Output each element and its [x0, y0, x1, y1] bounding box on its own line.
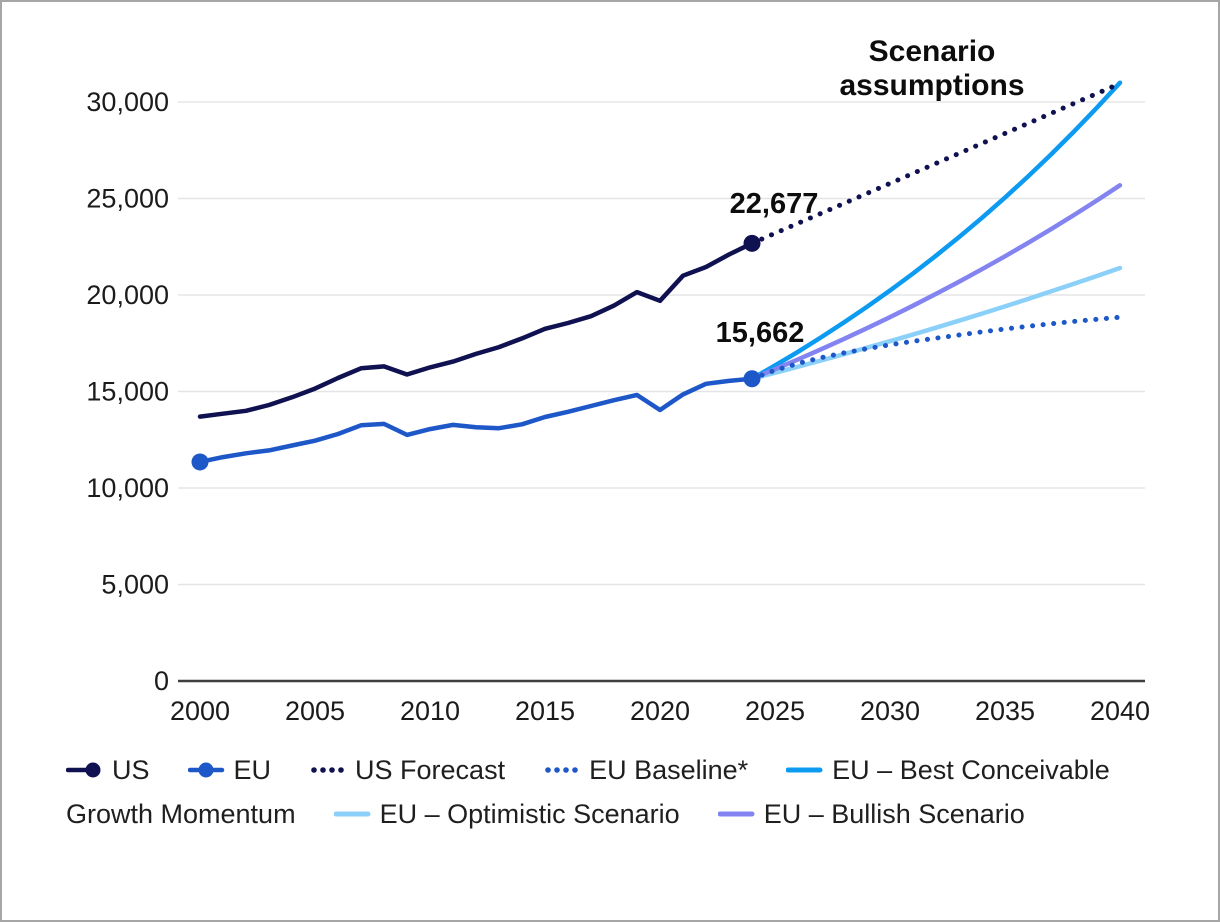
legend-label-us-forecast: US Forecast	[355, 754, 506, 785]
legend-label-eu-best-conceivable: EU – Best Conceivable	[832, 754, 1110, 785]
series-line-eu-bullish-scenario	[749, 183, 1123, 381]
legend-label-us: US	[112, 754, 150, 785]
line-swatch-icon	[786, 767, 823, 773]
line-swatch-icon	[333, 811, 371, 817]
series-dotted-line-eu-baseline	[749, 314, 1123, 382]
legend-row-2: Growth Momentum EU – Optimistic Scenario E…	[66, 792, 1188, 836]
scenario-assumptions-title: Scenario assumptions	[839, 35, 1025, 102]
y-tick-label-15000: 15,000	[86, 377, 169, 407]
legend-row-1: US EU US Forecast EU Baseline* EU – Best Con…	[66, 748, 1188, 792]
y-tick-label-30000: 30,000	[86, 87, 169, 117]
dots-swatch-icon	[545, 767, 578, 773]
marker-eu-start	[191, 453, 209, 471]
x-tick-label-2030: 2030	[860, 696, 920, 726]
legend-item-eu-optimistic-scenario: EU – Optimistic Scenario	[333, 798, 680, 830]
marker-us-end	[743, 234, 761, 252]
series-line-us	[197, 241, 755, 419]
x-tick-label-2000: 2000	[170, 696, 230, 726]
plot-area: 0 5,000 10,000 15,000 20,000 25,000 30,000 2000…	[86, 80, 1150, 726]
legend-label-eu: EU	[233, 754, 272, 785]
x-tick-label-2020: 2020	[630, 696, 690, 726]
legend-label-eu-baseline: EU Baseline*	[589, 754, 749, 785]
line-dot-mid-swatch-icon	[187, 762, 224, 778]
series-dotted-line-us-forecast	[749, 81, 1123, 246]
legend-item-eu-best-conceivable: EU – Best Conceivable	[786, 755, 1110, 786]
legend-item-eu: EU	[187, 754, 272, 786]
y-tick-label-25000: 25,000	[86, 184, 169, 214]
line-swatch-icon	[717, 811, 755, 817]
x-tick-label-2025: 2025	[745, 696, 805, 726]
legend: US EU US Forecast EU Baseline* EU – Best Con…	[66, 748, 1188, 836]
legend-label-eu-optimistic-scenario: EU – Optimistic Scenario	[379, 798, 680, 829]
x-tick-label-2040: 2040	[1090, 696, 1150, 726]
marker-eu-end	[743, 370, 761, 388]
y-tick-label-20000: 20,000	[86, 280, 169, 310]
y-tick-label-0: 0	[154, 666, 169, 696]
x-tick-label-2010: 2010	[400, 696, 460, 726]
series-line-eu-best-conceivable-growth-momentum	[749, 80, 1123, 381]
legend-label-eu-bullish-scenario: EU – Bullish Scenario	[763, 798, 1025, 829]
legend-item-us: US	[66, 755, 150, 786]
legend-item-growth-momentum: Growth Momentum	[66, 799, 296, 830]
x-tick-label-2015: 2015	[515, 696, 575, 726]
x-tick-label-2035: 2035	[975, 696, 1035, 726]
y-tick-label-5000: 5,000	[101, 570, 169, 600]
x-tick-label-2005: 2005	[285, 696, 345, 726]
legend-item-eu-baseline: EU Baseline*	[543, 755, 748, 786]
series-line-eu	[197, 376, 755, 465]
line-dot-end-swatch-icon	[66, 762, 101, 778]
series-line-eu-optimistic-scenario	[749, 265, 1123, 381]
legend-item-eu-bullish-scenario: EU – Bullish Scenario	[717, 798, 1025, 830]
legend-label-growth-momentum: Growth Momentum	[66, 798, 296, 829]
dots-swatch-icon	[311, 767, 344, 773]
legend-item-us-forecast: US Forecast	[309, 755, 505, 786]
us-endpoint-value-label: 22,677	[729, 188, 819, 220]
y-tick-label-10000: 10,000	[86, 473, 169, 503]
eu-endpoint-value-label: 15,662	[715, 317, 805, 349]
